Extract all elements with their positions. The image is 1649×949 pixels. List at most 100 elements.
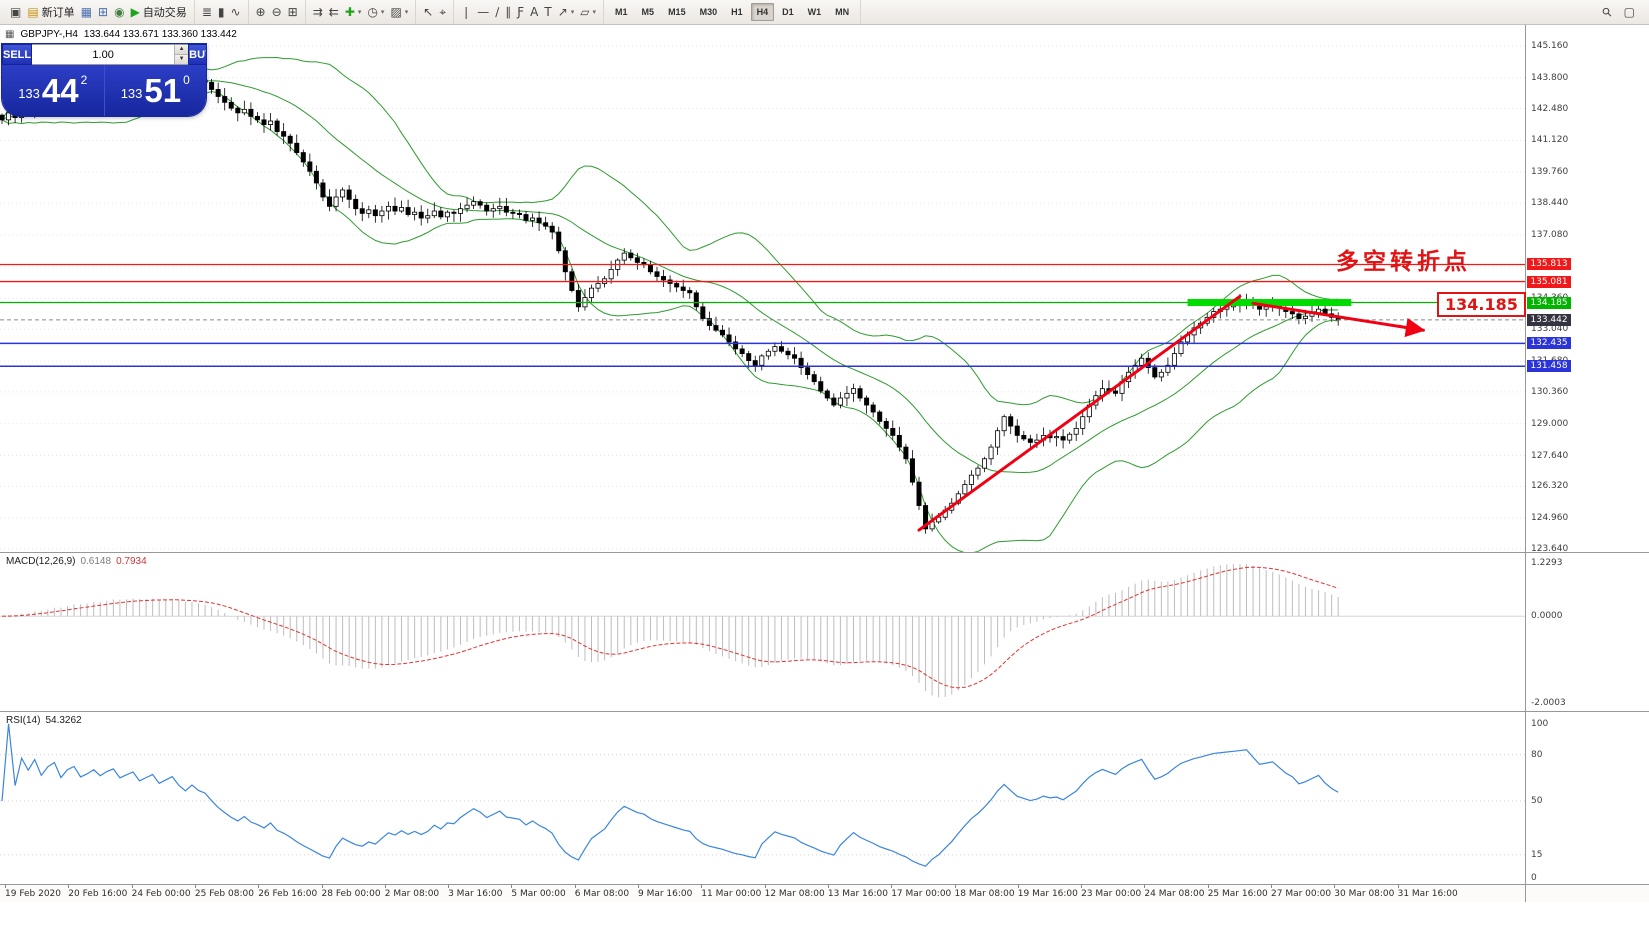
time-axis[interactable]: 19 Feb 2020 20 Feb 16:00 24 Feb 00:00 25 Fe… <box>0 884 1649 902</box>
support-price-label: 131.458 <box>1527 360 1571 373</box>
rsi-axis[interactable]: 100 80 50 15 0 <box>1526 712 1648 884</box>
macd-plot <box>0 564 1525 698</box>
shapes-icon[interactable]: ▱ ▾ <box>577 5 599 20</box>
fibonacci-icon[interactable]: Ƒ <box>514 5 527 20</box>
timeframe-w1-button[interactable]: W1 <box>807 7 822 17</box>
time-tick <box>1334 885 1336 888</box>
volume-input[interactable] <box>32 45 175 64</box>
time-label: 28 Feb 00:00 <box>321 889 381 899</box>
current-price-price-label: 133.442 <box>1527 313 1571 326</box>
time-tick <box>1144 885 1146 888</box>
macd-label: MACD(12,26,9) 0.6148 0.7934 <box>6 556 147 567</box>
crosshair-icon[interactable]: ⌖ <box>436 5 449 20</box>
horizontal-line-icon[interactable]: — <box>474 5 492 20</box>
time-tick <box>68 885 70 888</box>
templates-icon[interactable]: ▨ ▾ <box>387 5 411 20</box>
price-grid-label: 133.040 <box>1531 324 1569 335</box>
macd-axis[interactable]: 1.2293 0.0000 -2.0003 <box>1526 553 1648 711</box>
support-price-label: 132.435 <box>1527 337 1571 350</box>
line-chart-icon: ∿ <box>230 4 241 19</box>
timeframe-m15-button[interactable]: M15 <box>668 7 686 17</box>
buy-price[interactable]: 133 51 0 <box>105 65 207 116</box>
trendline-icon[interactable]: ∕ <box>492 5 502 20</box>
timeframe-mn-button[interactable]: MN <box>835 7 850 17</box>
dropdown-caret-icon[interactable]: ▾ <box>570 8 575 16</box>
terminal-icon[interactable]: ▣ <box>7 5 24 20</box>
connectivity-icon[interactable]: ◉ <box>111 5 127 20</box>
bar-chart-icon[interactable]: ≣ <box>199 5 215 20</box>
grid-icon[interactable]: ⊞ <box>285 5 301 20</box>
time-tick <box>1397 885 1399 888</box>
navigator-icon[interactable]: ⊞ <box>95 5 111 20</box>
navigator-icon: ⊞ <box>98 4 109 19</box>
rsi-value: 54.3262 <box>45 715 82 726</box>
buy-button[interactable]: BUY <box>188 44 206 65</box>
price-chart-panel[interactable]: ▦ GBPJPY-,H4 133.644 133.671 133.360 133… <box>0 25 1649 554</box>
macd-panel[interactable]: MACD(12,26,9) 0.6148 0.7934 1.2293 0.0000 -2… <box>0 552 1649 711</box>
line-chart-icon[interactable]: ∿ <box>227 5 243 20</box>
candlestick-icon[interactable]: ▮ <box>215 5 228 20</box>
rsi-plot <box>0 723 1525 867</box>
auto-trading-button[interactable]: ▶ 自动交易 <box>128 3 190 21</box>
key-level-price-label: 134.185 <box>1527 296 1571 309</box>
rsi-line <box>1 723 1339 867</box>
time-label: 2 Mar 08:00 <box>384 889 440 899</box>
periods-icon[interactable]: ◷ ▾ <box>364 5 387 20</box>
vertical-line-icon[interactable]: ❘ <box>458 5 474 20</box>
sell-price-big: 44 <box>41 71 79 109</box>
price-grid-label: 141.120 <box>1531 135 1569 146</box>
timeframe-h1-button[interactable]: H1 <box>731 7 743 17</box>
rsi-panel[interactable]: RSI(14) 54.3262 100 80 50 15 0 <box>0 711 1649 884</box>
market-watch-icon[interactable]: ▦ <box>78 5 95 20</box>
time-tick <box>701 885 703 888</box>
time-label: 24 Feb 00:00 <box>131 889 191 899</box>
bar-chart-icon: ≣ <box>201 4 212 19</box>
time-tick <box>954 885 956 888</box>
axis-separator <box>1525 25 1526 902</box>
dropdown-caret-icon[interactable]: ▾ <box>404 8 409 16</box>
candlestick-chart[interactable] <box>0 25 1649 552</box>
time-label: 13 Mar 16:00 <box>827 889 888 899</box>
channel-icon[interactable]: ∥ <box>502 5 514 20</box>
label-icon[interactable]: T <box>541 5 554 20</box>
one-click-trading-panel[interactable]: SELL ▲ ▼ BUY 133 44 2 133 51 0 <box>2 44 206 116</box>
sell-price[interactable]: 133 44 2 <box>2 65 105 116</box>
uptrend-line[interactable] <box>917 294 1242 532</box>
sell-button[interactable]: SELL <box>2 44 33 65</box>
time-label: 24 Mar 08:00 <box>1144 889 1205 899</box>
dropdown-caret-icon[interactable]: ▾ <box>357 8 362 16</box>
dropdown-caret-icon[interactable]: ▾ <box>380 8 385 16</box>
cursor-icon[interactable]: ↖ <box>420 5 436 20</box>
volume-field[interactable]: ▲ ▼ <box>32 44 189 65</box>
bollinger-lower <box>1 91 1339 552</box>
volume-spinner[interactable]: ▲ ▼ <box>174 45 189 64</box>
zoom-out-icon[interactable]: ⊖ <box>269 5 285 20</box>
volume-up-icon[interactable]: ▲ <box>175 45 189 55</box>
key-level-zone[interactable] <box>1187 299 1352 307</box>
timeframe-m1-button[interactable]: M1 <box>615 7 628 17</box>
time-label: 27 Mar 00:00 <box>1271 889 1332 899</box>
arrows-icon[interactable]: ↗ ▾ <box>555 5 578 20</box>
dropdown-caret-icon[interactable]: ▾ <box>592 8 597 16</box>
timeframe-h4-button[interactable]: H4 <box>750 3 775 21</box>
time-tick <box>1081 885 1083 888</box>
macd-histogram <box>8 564 1339 698</box>
forecast-arrow[interactable] <box>1251 301 1426 338</box>
auto-scroll-icon: ⇉ <box>312 4 323 19</box>
indicators-add-icon[interactable]: ✚ ▾ <box>342 5 365 20</box>
text-icon[interactable]: A <box>527 5 541 20</box>
timeframe-d1-button[interactable]: D1 <box>782 7 794 17</box>
timeframe-m5-button[interactable]: M5 <box>641 7 655 17</box>
timeframe-m30-button[interactable]: M30 <box>699 7 718 17</box>
time-label: 19 Feb 2020 <box>5 889 62 899</box>
new-window-icon[interactable]: ▢ <box>1623 4 1635 19</box>
new-order-button[interactable]: ▤ 新订单 <box>24 3 77 21</box>
price-axis[interactable]: 145.160 143.800 142.480 141.120 139.760 138.4… <box>1526 25 1648 554</box>
zoom-in-icon[interactable]: ⊕ <box>253 5 269 20</box>
search-icon[interactable]: ⚲ <box>1598 3 1615 20</box>
chart-shift-icon[interactable]: ⇇ <box>326 5 342 20</box>
price-grid-label: 130.360 <box>1531 386 1569 397</box>
time-label: 6 Mar 08:00 <box>574 889 630 899</box>
volume-down-icon[interactable]: ▼ <box>175 55 189 64</box>
auto-scroll-icon[interactable]: ⇉ <box>310 5 326 20</box>
